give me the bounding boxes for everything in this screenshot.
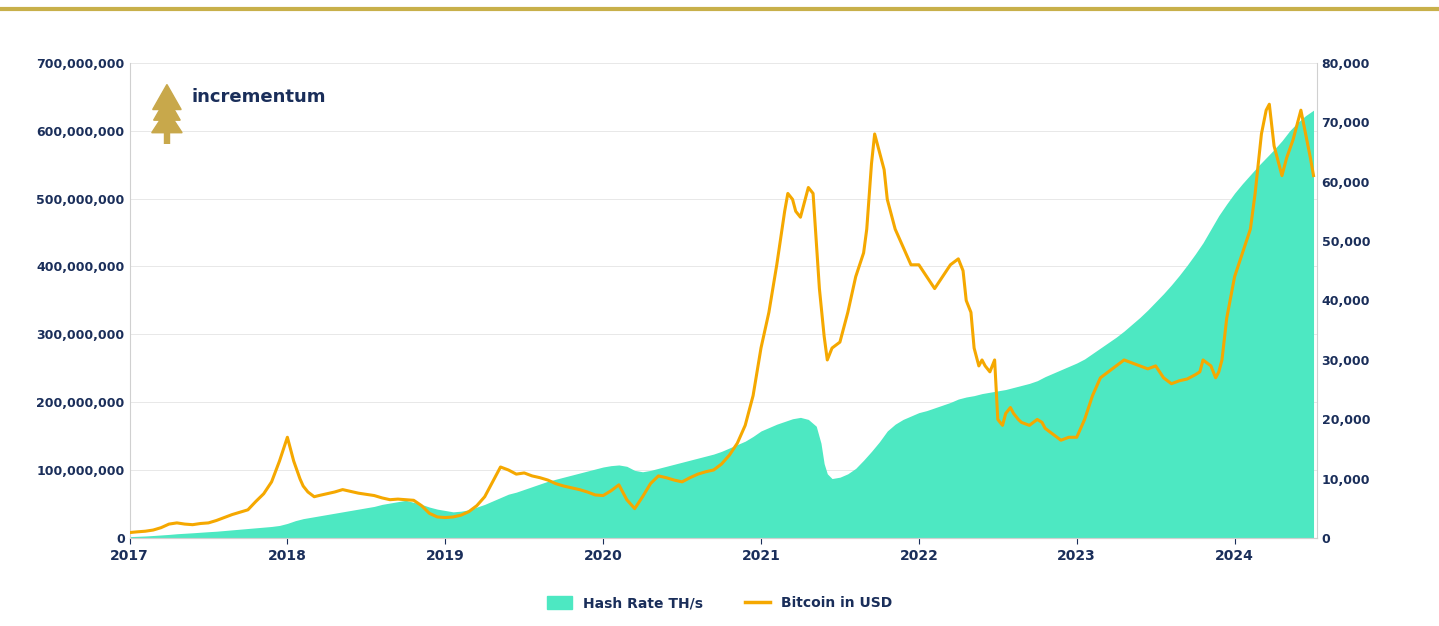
Polygon shape xyxy=(153,85,181,110)
Legend: Hash Rate TH/s, Bitcoin in USD: Hash Rate TH/s, Bitcoin in USD xyxy=(541,591,898,616)
Text: incrementum: incrementum xyxy=(191,88,325,106)
Polygon shape xyxy=(151,110,183,133)
Bar xyxy=(164,128,170,144)
Polygon shape xyxy=(154,97,180,120)
